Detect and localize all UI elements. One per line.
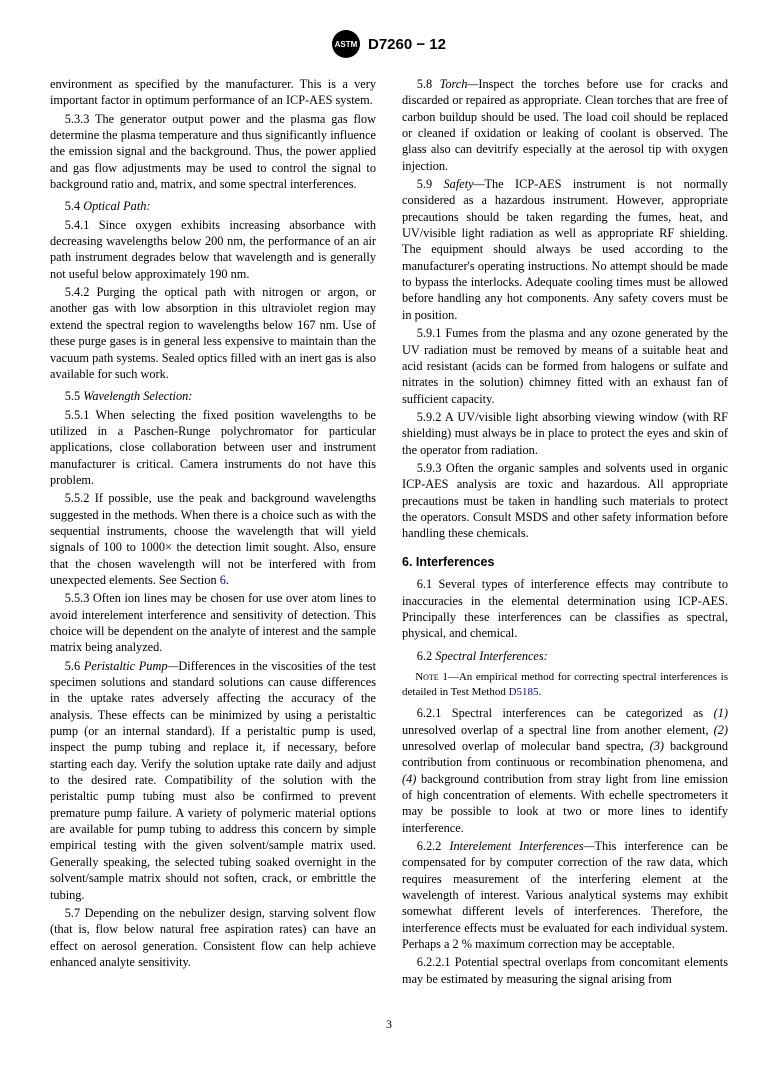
para-5-9-2: 5.9.2 A UV/visible light absorbing viewi…: [402, 409, 728, 458]
para-5-6: 5.6 Peristaltic Pump—Differences in the …: [50, 658, 376, 903]
text: 1—An empirical method for correcting spe…: [402, 671, 728, 698]
enum-3: (3): [650, 739, 664, 753]
para-5-4-1: 5.4.1 Since oxygen exhibits increasing a…: [50, 217, 376, 282]
text: .: [226, 573, 229, 587]
heading-title: Wavelength Selection:: [83, 389, 192, 403]
heading-num: 6.2.2: [417, 839, 450, 853]
heading-5-4: 5.4 Optical Path:: [50, 198, 376, 214]
header-content: ASTM D7260 − 12: [332, 30, 446, 58]
para-5-9-3: 5.9.3 Often the organic samples and solv…: [402, 460, 728, 542]
text: unresolved overlap of molecular band spe…: [402, 739, 650, 753]
heading-title: Peristaltic Pump—: [84, 659, 179, 673]
text: background contribution from stray light…: [402, 772, 728, 835]
para-5-5-3: 5.5.3 Often ion lines may be chosen for …: [50, 590, 376, 655]
heading-num: 5.5: [65, 389, 83, 403]
para-6-2-2: 6.2.2 Interelement Interferences—This in…: [402, 838, 728, 952]
enum-1: (1): [714, 706, 728, 720]
para-5-8: 5.8 Torch—Inspect the torches before use…: [402, 76, 728, 174]
heading-num: 5.8: [417, 77, 440, 91]
heading-6-2: 6.2 Spectral Interferences:: [402, 648, 728, 664]
para-5-4-2: 5.4.2 Purging the optical path with nitr…: [50, 284, 376, 382]
heading-title: Interelement Interferences—: [449, 839, 594, 853]
heading-6: 6. Interferences: [402, 554, 728, 571]
para-5-5-2: 5.5.2 If possible, use the peak and back…: [50, 490, 376, 588]
heading-title: Safety—: [444, 177, 485, 191]
document-number: D7260 − 12: [368, 36, 446, 53]
heading-5-5: 5.5 Wavelength Selection:: [50, 388, 376, 404]
para-5-7: 5.7 Depending on the nebulizer design, s…: [50, 905, 376, 970]
heading-num: 5.4: [65, 199, 83, 213]
heading-title: Spectral Interferences:: [435, 649, 548, 663]
link-d5185[interactable]: D5185: [509, 686, 539, 698]
page-number: 3: [50, 1017, 728, 1032]
astm-logo-icon: ASTM: [332, 30, 360, 58]
text: Inspect the torches before use for crack…: [402, 77, 728, 173]
para-5-3-2-cont: environment as specified by the manufact…: [50, 76, 376, 109]
document-page: ASTM D7260 − 12 environment as specified…: [0, 0, 778, 1072]
para-5-5-1: 5.5.1 When selecting the fixed position …: [50, 407, 376, 489]
text: Differences in the viscosities of the te…: [50, 659, 376, 902]
text: .: [539, 686, 542, 698]
para-5-9: 5.9 Safety—The ICP-AES instrument is not…: [402, 176, 728, 323]
note-1: Note 1—An empirical method for correctin…: [402, 670, 728, 699]
heading-num: 6.2: [417, 649, 435, 663]
para-6-1: 6.1 Several types of interference effect…: [402, 576, 728, 641]
body-columns: environment as specified by the manufact…: [50, 76, 728, 987]
text: unresolved overlap of a spectral line fr…: [402, 723, 714, 737]
heading-num: 5.9: [417, 177, 444, 191]
text: 6.2.1 Spectral interferences can be cate…: [417, 706, 714, 720]
text: The ICP-AES instrument is not normally c…: [402, 177, 728, 322]
para-5-3-3: 5.3.3 The generator output power and the…: [50, 111, 376, 193]
heading-title: Torch—: [440, 77, 479, 91]
heading-title: Optical Path:: [83, 199, 150, 213]
para-6-2-2-1: 6.2.2.1 Potential spectral overlaps from…: [402, 954, 728, 987]
heading-num: 5.6: [65, 659, 84, 673]
note-label: Note: [415, 671, 439, 683]
text: 5.5.2 If possible, use the peak and back…: [50, 491, 376, 587]
text: This interference can be compensated for…: [402, 839, 728, 951]
para-6-2-1: 6.2.1 Spectral interferences can be cate…: [402, 705, 728, 836]
para-5-9-1: 5.9.1 Fumes from the plasma and any ozon…: [402, 325, 728, 407]
page-header: ASTM D7260 − 12: [50, 30, 728, 58]
enum-4: (4): [402, 772, 416, 786]
enum-2: (2): [714, 723, 728, 737]
